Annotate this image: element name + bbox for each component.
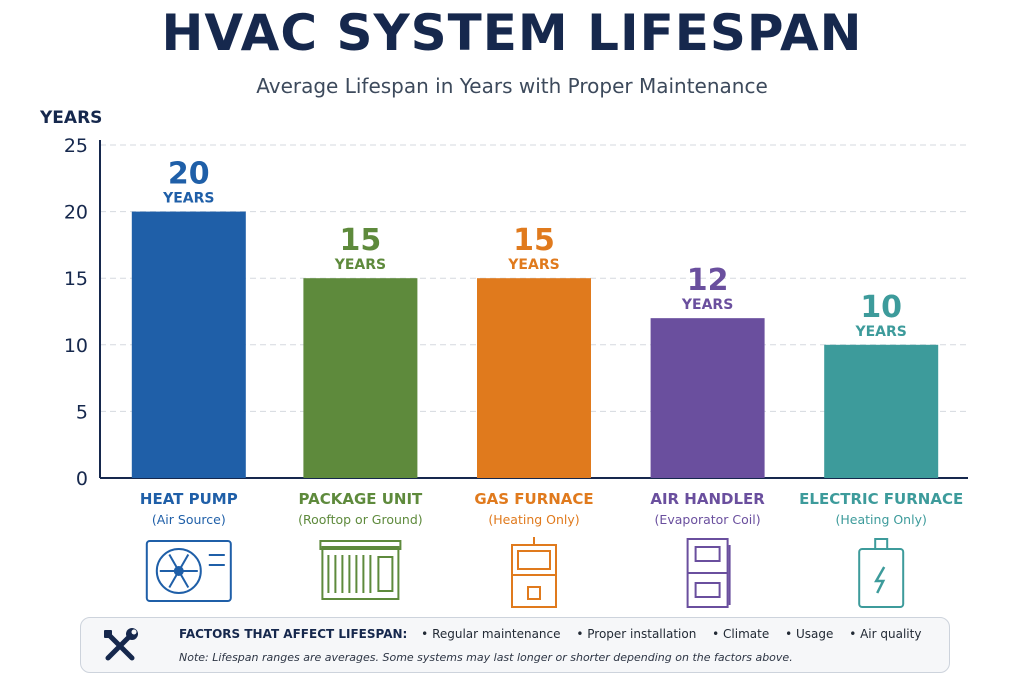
bar-unit-label: YEARS bbox=[854, 324, 906, 340]
tools-icon bbox=[104, 628, 138, 661]
y-axis-label: YEARS bbox=[39, 108, 102, 128]
footer-note: Note: Lifespan ranges are averages. Some… bbox=[179, 651, 793, 664]
bar bbox=[131, 211, 246, 478]
x-tick-sublabel: (Air Source) bbox=[152, 512, 226, 527]
x-tick-label: ELECTRIC FURNACE bbox=[799, 490, 963, 508]
bar bbox=[303, 278, 418, 478]
bar-value-label: 15 bbox=[513, 223, 555, 258]
factor-item: Usage bbox=[795, 627, 834, 641]
factors-heading: FACTORS THAT AFFECT LIFESPAN: bbox=[179, 627, 408, 641]
x-tick-sublabel: (Rooftop or Ground) bbox=[298, 512, 423, 527]
chart-subtitle: Average Lifespan in Years with Proper Ma… bbox=[256, 74, 768, 98]
x-tick-label: PACKAGE UNIT bbox=[299, 490, 424, 508]
bar bbox=[650, 318, 765, 478]
x-tick-label: HEAT PUMP bbox=[140, 490, 238, 508]
bar-unit-label: YEARS bbox=[334, 257, 386, 273]
factors-panel: FACTORS THAT AFFECT LIFESPAN: • Regular … bbox=[80, 617, 950, 673]
bar bbox=[477, 278, 591, 478]
factors-line: FACTORS THAT AFFECT LIFESPAN: • Regular … bbox=[179, 627, 922, 641]
bar-value-label: 10 bbox=[860, 290, 902, 325]
air-handler-icon bbox=[686, 538, 731, 608]
factor-item: Climate bbox=[723, 627, 770, 641]
x-tick-sublabel: (Heating Only) bbox=[836, 512, 927, 527]
x-tick-sublabel: (Evaporator Coil) bbox=[655, 512, 761, 527]
y-tick-label: 5 bbox=[76, 401, 88, 423]
y-tick-label: 10 bbox=[64, 335, 88, 357]
electric-furnace-icon bbox=[858, 538, 905, 608]
package-unit-icon bbox=[319, 540, 402, 600]
chart-title: HVAC SYSTEM LIFESPAN bbox=[161, 4, 863, 62]
y-tick-label: 25 bbox=[64, 135, 88, 157]
x-tick-sublabel: (Heating Only) bbox=[488, 512, 579, 527]
bar-value-label: 20 bbox=[168, 157, 210, 192]
bar-value-label: 12 bbox=[687, 263, 729, 298]
y-tick-label: 20 bbox=[64, 202, 88, 224]
bar-unit-label: YEARS bbox=[681, 297, 733, 313]
x-tick-label: GAS FURNACE bbox=[474, 490, 593, 508]
factor-item: Proper installation bbox=[587, 627, 697, 641]
factor-item: Air quality bbox=[860, 627, 922, 641]
bar-unit-label: YEARS bbox=[162, 191, 214, 207]
bar-unit-label: YEARS bbox=[507, 257, 559, 273]
bar-value-label: 15 bbox=[340, 223, 382, 258]
y-tick-label: 15 bbox=[64, 268, 88, 290]
factor-item: Regular maintenance bbox=[432, 627, 561, 641]
x-tick-label: AIR HANDLER bbox=[650, 490, 765, 508]
gas-furnace-icon bbox=[511, 537, 557, 608]
heat-pump-icon bbox=[145, 540, 232, 602]
bar bbox=[824, 344, 939, 478]
y-tick-label: 0 bbox=[76, 468, 88, 490]
